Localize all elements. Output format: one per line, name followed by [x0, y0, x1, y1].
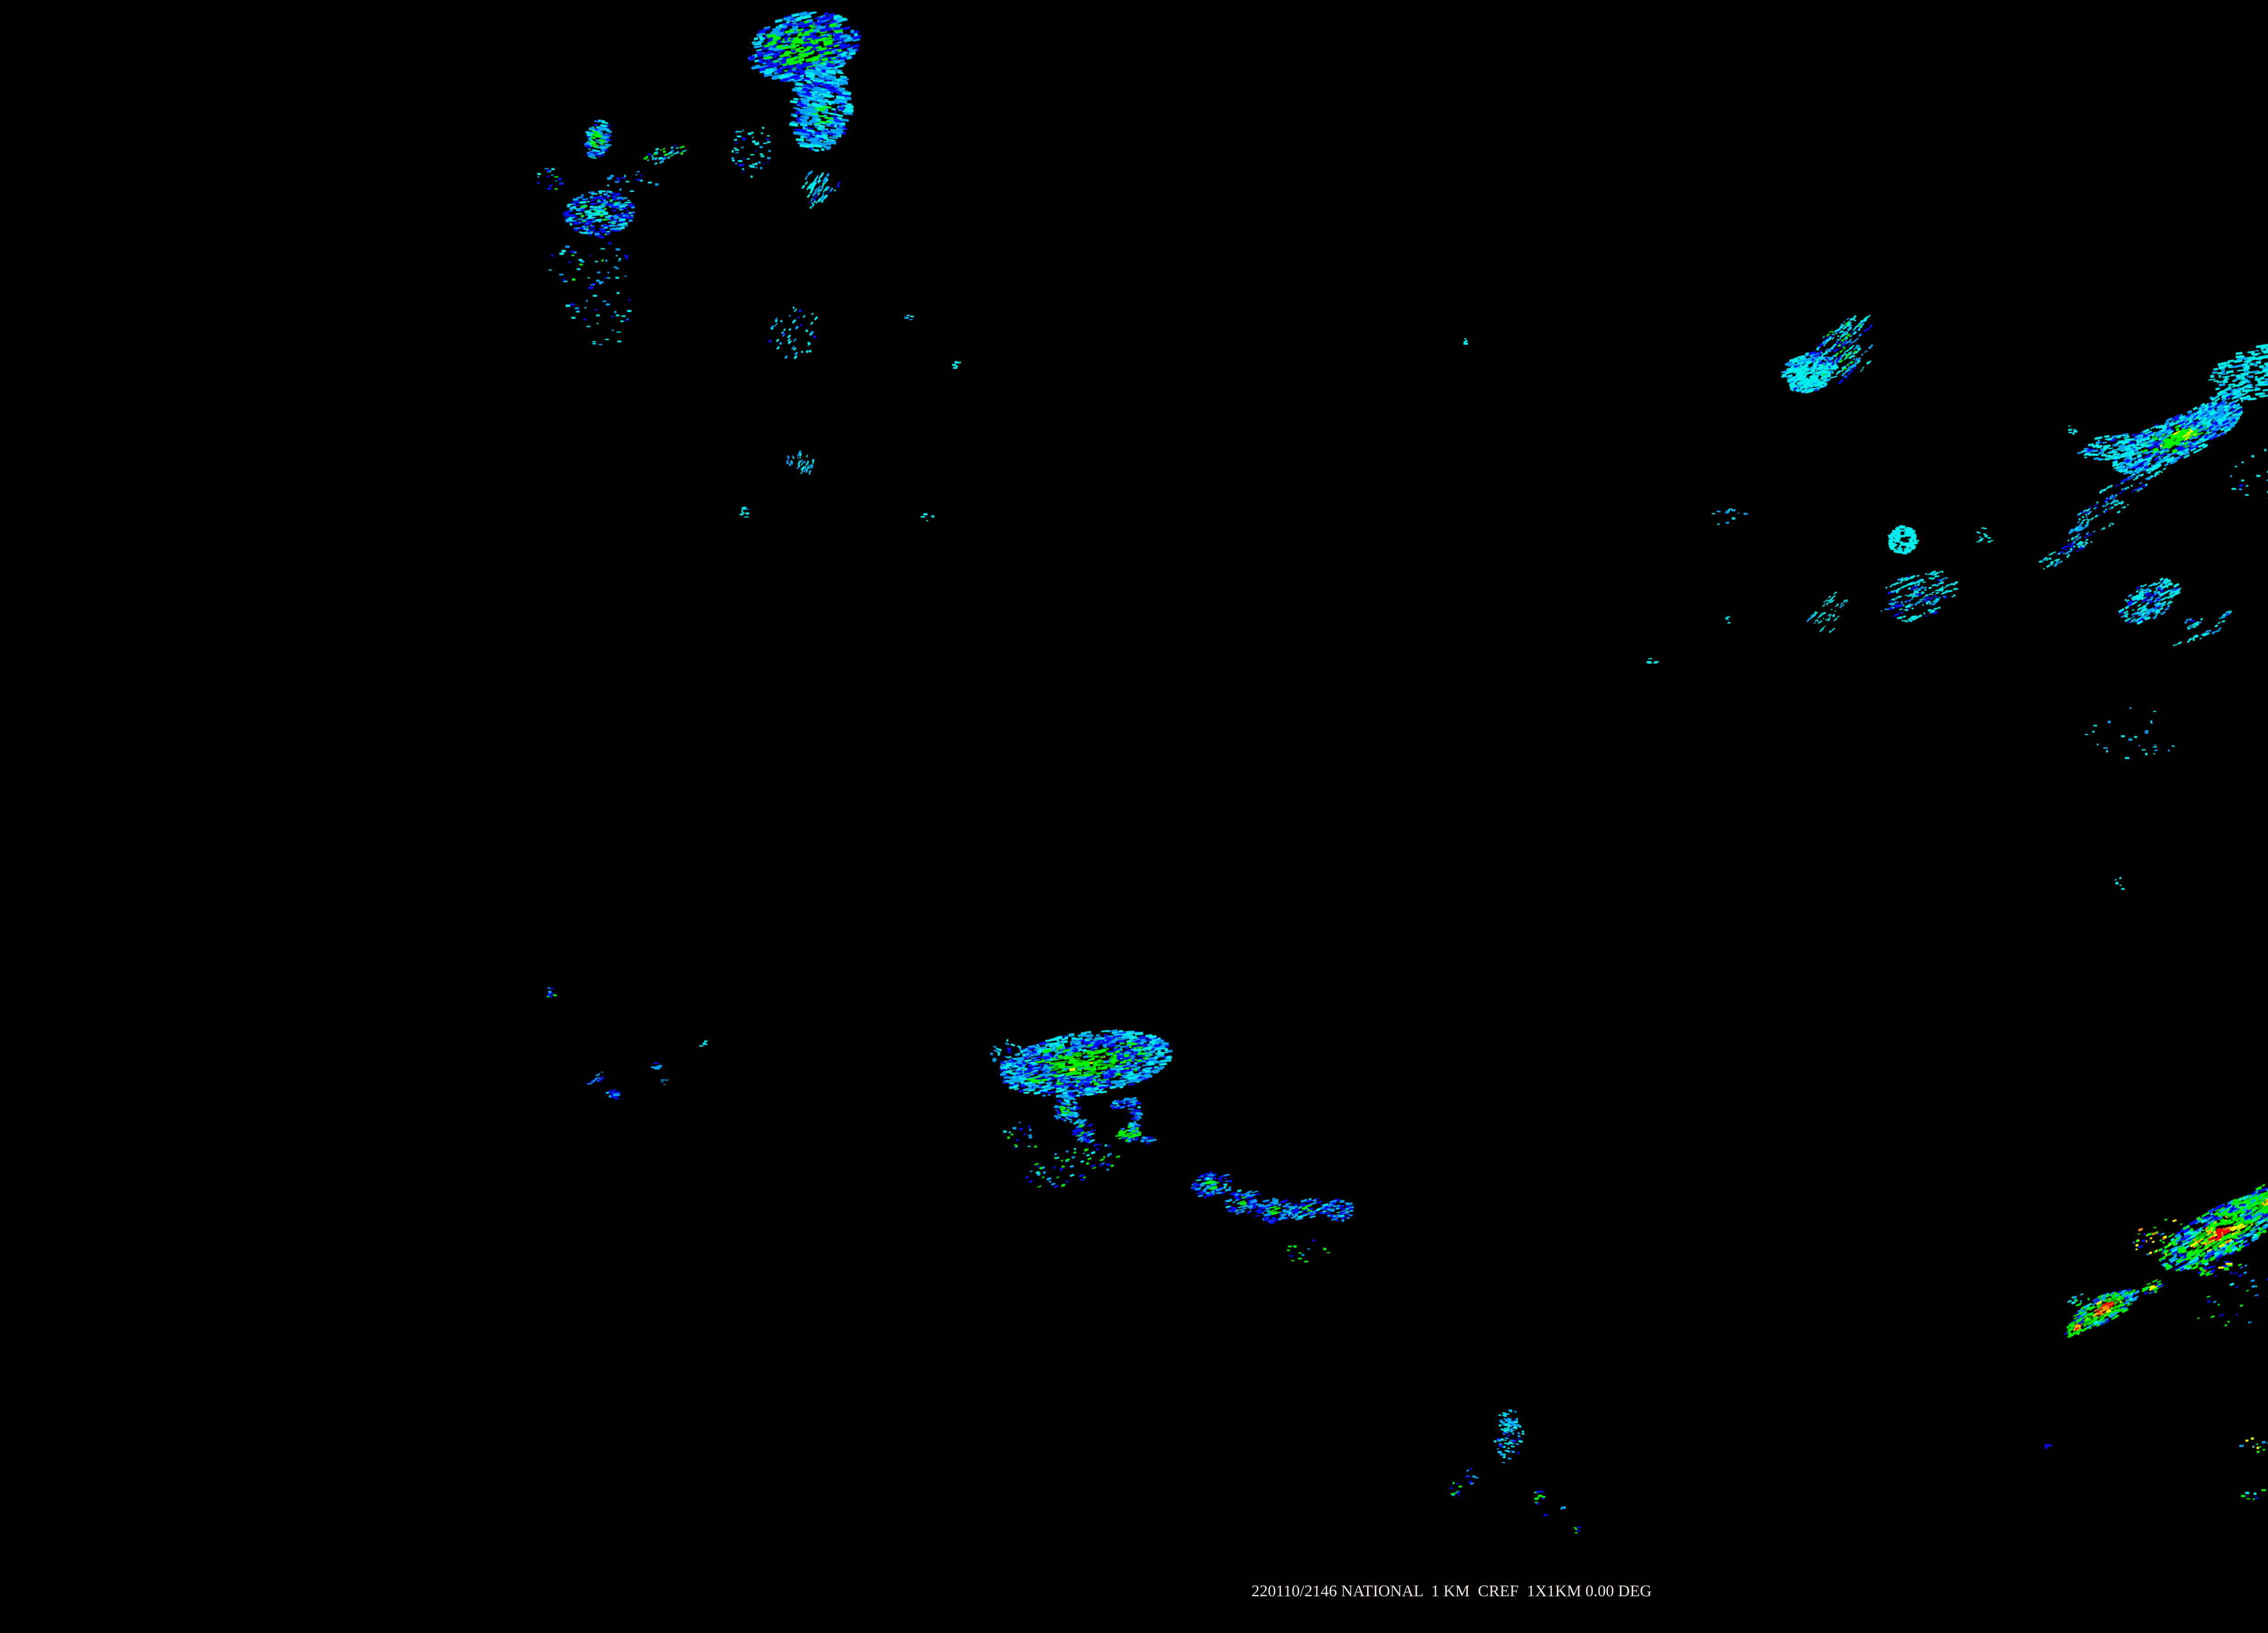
product-status-line: 220110/2146 NATIONAL 1 KM CREF 1X1KM 0.0… — [1251, 1582, 1652, 1600]
